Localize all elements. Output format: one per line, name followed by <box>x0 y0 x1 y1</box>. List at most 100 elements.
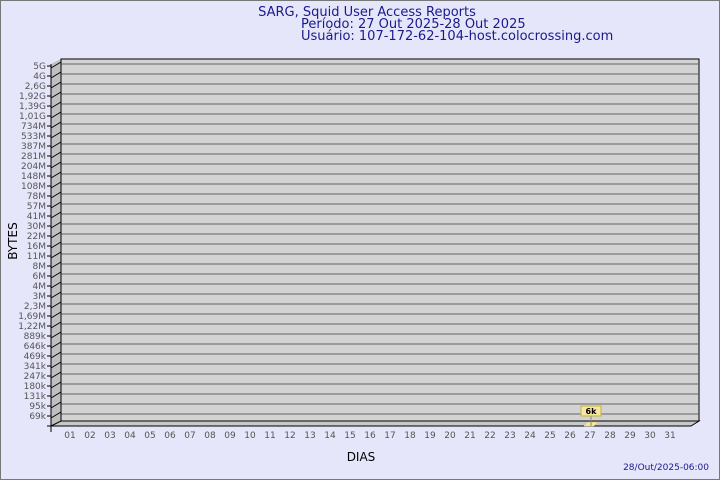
y-tick-label: 2,6G <box>25 82 46 92</box>
y-axis-label: BYTES <box>6 222 20 259</box>
y-tick-label: 533M <box>21 132 46 142</box>
x-tick-label: 07 <box>184 431 195 441</box>
wall-tick <box>50 161 62 169</box>
wall-tick <box>50 381 62 389</box>
x-tick-label: 12 <box>284 431 295 441</box>
y-tick-label: 41M <box>27 212 46 222</box>
x-tick-label: 30 <box>644 431 656 441</box>
y-tick-label: 469k <box>24 352 47 362</box>
x-axis-label: DIAS <box>347 450 376 464</box>
wall-tick <box>50 371 62 379</box>
x-tick-label: 10 <box>244 431 256 441</box>
period-label: Período: 27 Out 2025-28 Out 2025 <box>301 17 526 32</box>
y-tick-label: 204M <box>21 162 46 172</box>
x-tick-label: 21 <box>464 431 475 441</box>
timestamp: 28/Out/2025-06:00 <box>623 463 709 473</box>
x-tick-label: 06 <box>164 431 176 441</box>
y-tick-label: 69k <box>29 412 46 422</box>
wall-tick <box>50 151 62 159</box>
x-tick-label: 02 <box>84 431 95 441</box>
y-tick-label: 131k <box>24 392 47 402</box>
x-tick-label: 28 <box>604 431 616 441</box>
x-tick-label: 29 <box>624 431 636 441</box>
y-tick-label: 1,39G <box>19 102 46 112</box>
wall-tick <box>50 311 62 319</box>
x-tick-label: 04 <box>124 431 136 441</box>
wall-tick <box>50 221 62 229</box>
x-tick-label: 17 <box>384 431 395 441</box>
wall-tick <box>50 91 62 99</box>
y-tick-label: 247k <box>24 372 47 382</box>
floor <box>50 420 701 427</box>
wall-tick <box>50 191 62 199</box>
y-tick-label: 646k <box>24 342 47 352</box>
x-tick-label: 08 <box>204 431 216 441</box>
x-tick-label: 24 <box>524 431 536 441</box>
wall-tick <box>50 341 62 349</box>
wall-tick <box>50 171 62 179</box>
wall-tick <box>50 321 62 329</box>
wall-tick <box>50 271 62 279</box>
y-tick-label: 11M <box>27 252 46 262</box>
x-tick-label: 27 <box>584 431 595 441</box>
y-tick-label: 108M <box>21 182 46 192</box>
y-tick-label: 4G <box>33 72 46 82</box>
y-tick-label: 1,01G <box>19 112 46 122</box>
x-tick-label: 18 <box>404 431 416 441</box>
y-tick-label: 57M <box>27 202 46 212</box>
y-tick-label: 180k <box>24 382 47 392</box>
wall-tick <box>50 181 62 189</box>
data-label: 6k <box>586 407 598 416</box>
y-tick-label: 78M <box>27 192 46 202</box>
y-tick-label: 22M <box>27 232 46 242</box>
x-tick-label: 09 <box>224 431 236 441</box>
x-tick-label: 19 <box>424 431 436 441</box>
data-label-box <box>580 405 602 417</box>
wall-tick <box>50 251 62 259</box>
y-tick-label: 387M <box>21 142 46 152</box>
wall-tick <box>50 71 62 79</box>
wall-tick <box>50 121 62 129</box>
x-tick-label: 03 <box>104 431 115 441</box>
wall-tick <box>50 401 62 409</box>
wall-tick <box>50 391 62 399</box>
wall-tick <box>50 101 62 109</box>
wall-tick <box>50 411 62 419</box>
wall-tick <box>50 141 62 149</box>
y-tick-label: 1,22M <box>18 322 46 332</box>
wall-tick <box>50 201 62 209</box>
x-tick-label: 11 <box>264 431 275 441</box>
y-tick-label: 6M <box>33 272 47 282</box>
wall-tick <box>50 281 62 289</box>
x-tick-label: 22 <box>484 431 495 441</box>
y-tick-label: 281M <box>21 152 46 162</box>
y-tick-label: 5G <box>33 62 46 72</box>
x-tick-label: 01 <box>64 431 75 441</box>
y-tick-label: 95k <box>29 402 46 412</box>
wall-tick <box>50 301 62 309</box>
wall-tick <box>50 81 62 89</box>
wall-tick <box>50 131 62 139</box>
y-tick-label: 3M <box>33 292 47 302</box>
y-tick-label: 16M <box>27 242 46 252</box>
wall-tick <box>50 261 62 269</box>
x-tick-label: 13 <box>304 431 315 441</box>
wall-tick <box>50 331 62 339</box>
wall-tick <box>50 361 62 369</box>
x-tick-label: 23 <box>504 431 515 441</box>
y-tick-label: 4M <box>33 282 47 292</box>
wall-tick <box>50 241 62 249</box>
x-tick-label: 15 <box>344 431 355 441</box>
x-tick-label: 20 <box>444 431 456 441</box>
x-tick-label: 26 <box>564 431 576 441</box>
left-wall <box>51 59 61 426</box>
y-tick-label: 1,69M <box>18 312 46 322</box>
y-tick-label: 2,3M <box>24 302 46 312</box>
user-label: Usuário: 107-172-62-104-host.colocrossin… <box>301 29 613 44</box>
y-tick-label: 734M <box>21 122 46 132</box>
chart-title: SARG, Squid User Access Reports <box>258 5 476 20</box>
y-tick-label: 1,92G <box>19 92 46 102</box>
back-wall <box>60 58 700 422</box>
